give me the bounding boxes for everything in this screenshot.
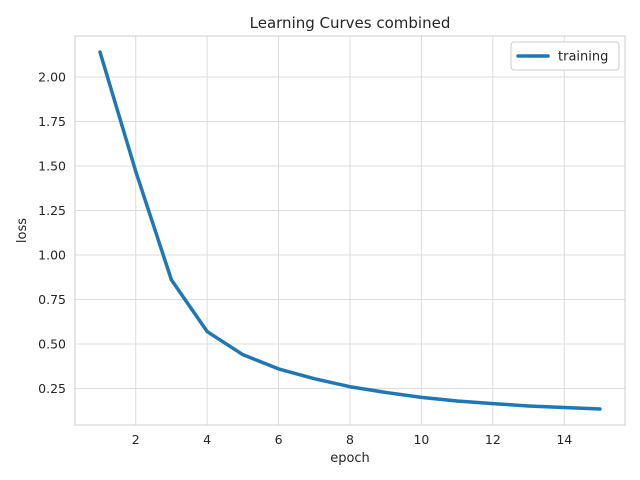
grid-lines [75, 36, 625, 425]
y-tick-label: 0.50 [38, 336, 66, 351]
legend-box [510, 41, 620, 71]
y-tick-label: 2.00 [38, 69, 66, 84]
y-tick-labels: 0.25 0.50 0.75 1.00 1.25 1.50 1.75 2.00 [38, 69, 66, 396]
y-tick-label: 1.75 [38, 114, 66, 129]
legend-label-training: training [558, 50, 608, 65]
plot-area-frame [74, 35, 626, 426]
y-tick-label: 1.25 [38, 203, 66, 218]
x-tick-labels: 2 4 6 8 10 12 14 [132, 432, 573, 447]
y-tick-label: 1.00 [38, 247, 66, 262]
x-axis-title: epoch [330, 451, 370, 466]
y-tick-label: 0.25 [38, 381, 66, 396]
series-line-training [98, 50, 602, 411]
y-axis-title: loss [15, 218, 30, 243]
x-tick-label: 6 [275, 432, 283, 447]
x-tick-label: 4 [203, 432, 211, 447]
y-tick-label: 0.75 [38, 292, 66, 307]
x-tick-label: 12 [485, 432, 501, 447]
series-layer [98, 50, 602, 411]
y-tick-label: 1.50 [38, 158, 66, 173]
x-tick-label: 2 [132, 432, 140, 447]
chart-title: Learning Curves combined [250, 14, 451, 32]
x-tick-label: 10 [413, 432, 429, 447]
legend: training [510, 41, 620, 71]
x-tick-label: 8 [346, 432, 354, 447]
x-tick-label: 14 [556, 432, 572, 447]
